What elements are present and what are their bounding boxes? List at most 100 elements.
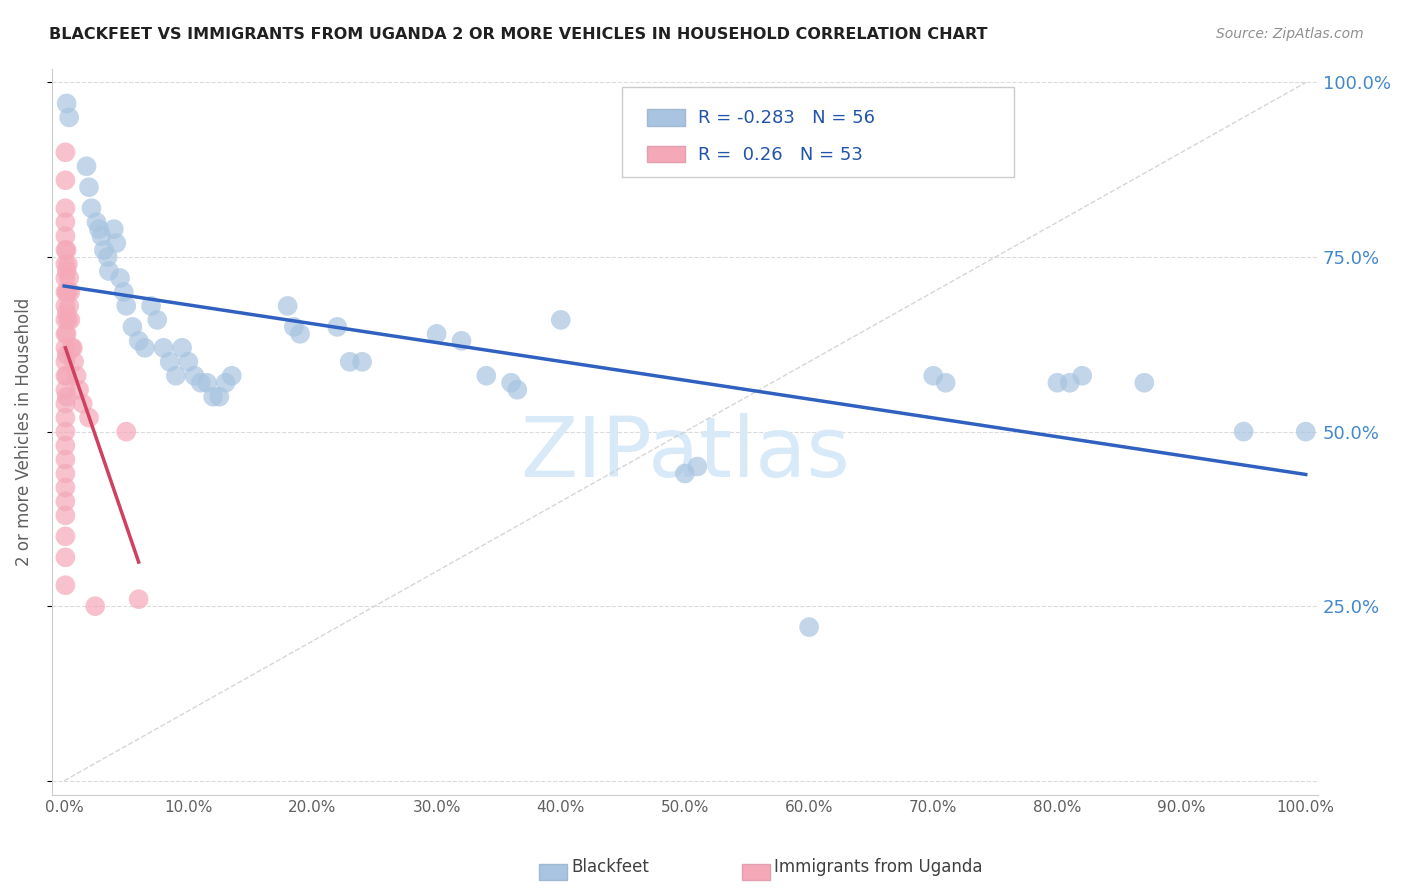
Point <box>686 459 709 474</box>
Text: ZIPatlas: ZIPatlas <box>520 413 849 494</box>
Point <box>55 257 77 271</box>
Point <box>72 397 94 411</box>
Point <box>55 173 77 187</box>
FancyBboxPatch shape <box>540 864 567 880</box>
Point <box>80 201 103 215</box>
Point <box>76 159 98 173</box>
Y-axis label: 2 or more Vehicles in Household: 2 or more Vehicles in Household <box>15 298 32 566</box>
Point <box>93 243 115 257</box>
Point <box>55 341 77 355</box>
Point <box>97 264 120 278</box>
Point <box>55 313 77 327</box>
Point <box>55 243 77 257</box>
Point <box>121 319 143 334</box>
Point <box>55 368 77 383</box>
Point <box>935 376 957 390</box>
Text: Blackfeet: Blackfeet <box>571 858 648 876</box>
Point <box>60 341 83 355</box>
Point <box>55 145 77 160</box>
Point <box>115 299 138 313</box>
Point <box>202 390 225 404</box>
Point <box>58 299 80 313</box>
Point <box>55 508 77 523</box>
Text: BLACKFEET VS IMMIGRANTS FROM UGANDA 2 OR MORE VEHICLES IN HOUSEHOLD CORRELATION : BLACKFEET VS IMMIGRANTS FROM UGANDA 2 OR… <box>49 27 987 42</box>
FancyBboxPatch shape <box>647 146 685 162</box>
Point <box>475 368 498 383</box>
Point <box>115 425 138 439</box>
Point <box>55 306 77 320</box>
FancyBboxPatch shape <box>621 87 1014 178</box>
Text: Source: ZipAtlas.com: Source: ZipAtlas.com <box>1216 27 1364 41</box>
Point <box>67 383 90 397</box>
Point <box>55 529 77 543</box>
FancyBboxPatch shape <box>647 110 685 126</box>
FancyBboxPatch shape <box>742 864 770 880</box>
Point <box>87 222 110 236</box>
Point <box>55 480 77 494</box>
Point <box>77 410 100 425</box>
Point <box>55 326 77 341</box>
Point <box>55 355 77 369</box>
Point <box>146 313 169 327</box>
Point <box>55 550 77 565</box>
Point <box>195 376 218 390</box>
Point <box>288 326 311 341</box>
Point <box>208 390 231 404</box>
Point <box>152 341 174 355</box>
Point <box>62 341 84 355</box>
Point <box>59 313 82 327</box>
Text: R = -0.283   N = 56: R = -0.283 N = 56 <box>697 110 875 128</box>
Point <box>128 592 150 607</box>
Point <box>159 355 181 369</box>
Point <box>55 494 77 508</box>
Point <box>165 368 187 383</box>
Point <box>59 285 82 299</box>
Point <box>55 271 77 285</box>
Point <box>128 334 150 348</box>
Point <box>1059 376 1081 390</box>
Point <box>105 236 128 251</box>
Point <box>55 326 77 341</box>
Point <box>108 271 131 285</box>
Point <box>55 452 77 467</box>
Point <box>112 285 135 299</box>
Point <box>55 96 77 111</box>
Point <box>55 397 77 411</box>
Point <box>183 368 205 383</box>
Point <box>103 222 125 236</box>
Point <box>56 257 79 271</box>
Point <box>277 299 299 313</box>
Point <box>1295 425 1317 439</box>
Point <box>55 368 77 383</box>
Point <box>550 313 572 327</box>
Point <box>1046 376 1069 390</box>
Point <box>450 334 472 348</box>
Point <box>172 341 194 355</box>
Point <box>55 264 77 278</box>
Point <box>1233 425 1256 439</box>
Point <box>1133 376 1156 390</box>
Point <box>97 250 120 264</box>
Point <box>55 201 77 215</box>
Point <box>55 467 77 481</box>
Point <box>86 215 108 229</box>
Text: R =  0.26   N = 53: R = 0.26 N = 53 <box>697 146 862 164</box>
Text: Immigrants from Uganda: Immigrants from Uganda <box>773 858 983 876</box>
Point <box>55 425 77 439</box>
Point <box>55 285 77 299</box>
Point <box>190 376 212 390</box>
Point <box>55 390 77 404</box>
Point <box>1071 368 1094 383</box>
Point <box>326 319 349 334</box>
Point <box>221 368 243 383</box>
Point <box>214 376 236 390</box>
Point <box>55 578 77 592</box>
Point <box>139 299 162 313</box>
Point <box>339 355 361 369</box>
Point <box>77 180 100 194</box>
Point <box>283 319 305 334</box>
Point <box>55 410 77 425</box>
Point <box>65 368 87 383</box>
Point <box>56 285 79 299</box>
Point <box>63 355 86 369</box>
